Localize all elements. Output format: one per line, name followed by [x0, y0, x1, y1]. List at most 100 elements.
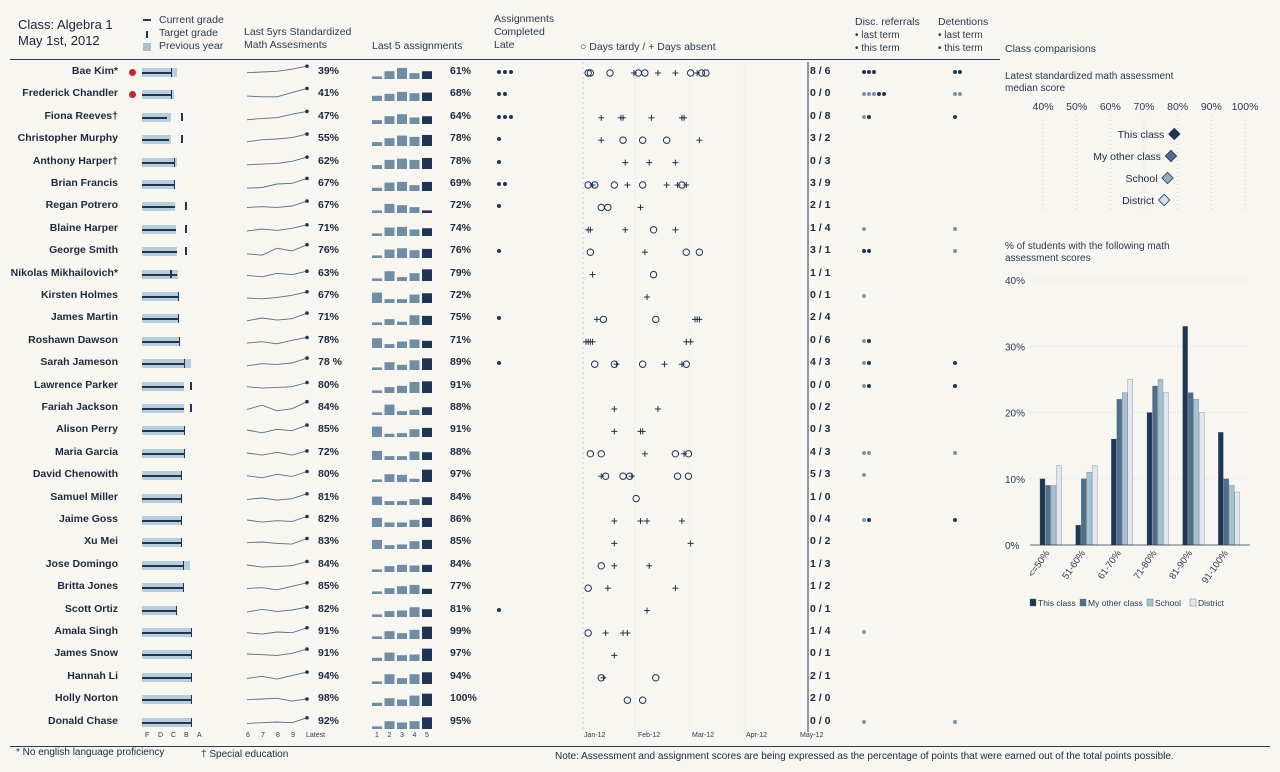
assignment-score: 97% — [450, 647, 472, 660]
detentions-this-term: • this term — [938, 43, 983, 54]
assignment-bar — [384, 115, 395, 124]
median-marker — [1157, 193, 1171, 207]
current-grade-bar — [142, 721, 191, 724]
referral-dot — [862, 361, 866, 366]
late-assignment-dot — [497, 204, 501, 209]
referral-dot — [953, 226, 957, 231]
detentions-last-term: • last term — [938, 30, 983, 41]
referral-dot — [862, 473, 866, 478]
standardized-sparkline — [246, 559, 309, 568]
assignment-bar — [384, 182, 395, 191]
student-name: Regan Potrero — [45, 199, 118, 212]
late-assignment-dot — [497, 114, 501, 119]
assignment-bars — [372, 226, 432, 236]
assignment-bar — [422, 92, 432, 102]
sparkline-path — [246, 224, 308, 232]
assignment-bar — [397, 475, 407, 483]
histogram-bar — [1086, 471, 1092, 546]
assignment-bar — [372, 255, 382, 259]
target-grade-marker — [180, 471, 182, 481]
tardy-mark — [610, 181, 619, 189]
assignment-bar — [384, 500, 395, 505]
tardy-mark — [684, 472, 693, 480]
target-grade-marker — [191, 717, 192, 727]
histogram-bar — [1182, 326, 1188, 546]
tardy-mark — [673, 472, 682, 480]
assignment-bar — [372, 613, 382, 617]
assignment-bar — [384, 404, 395, 415]
tardy-absent-count: 3 / 9 — [810, 177, 831, 189]
standardized-score: 82% — [318, 602, 340, 615]
sparkline-path — [246, 492, 308, 501]
sparkline-latest-point — [305, 290, 309, 294]
standardized-score: 67% — [318, 199, 340, 212]
referral-dot — [953, 114, 957, 119]
standardized-sparkline — [246, 290, 309, 300]
assignment-bar — [422, 517, 432, 527]
tardy-absent-count: 2 / 0 — [810, 692, 831, 705]
standardized-score: 85% — [318, 423, 340, 436]
median-row-label: My other class — [1093, 151, 1161, 163]
student-name: Nikolas Mikhailovich* — [10, 266, 118, 279]
histogram-bar — [1081, 478, 1087, 546]
student-name: Fariah Jackson — [41, 401, 118, 413]
histogram-legend-label: District — [1198, 598, 1225, 608]
sparkline-latest-point — [305, 380, 309, 384]
footnote-special-education: † Special education — [201, 749, 289, 760]
assignment-bar — [384, 434, 395, 438]
assignment-bar — [384, 299, 395, 303]
assignment-bar — [372, 292, 382, 303]
standardized-sparkline — [246, 222, 309, 232]
assignment-bar — [384, 386, 395, 393]
standardized-sparkline — [246, 469, 309, 479]
current-grade-bar — [142, 475, 181, 478]
standardized-sparkline — [246, 491, 309, 501]
referral-dot — [953, 450, 957, 455]
sparkline-path — [246, 244, 308, 256]
assignment-bar — [409, 315, 420, 326]
assignment-bar — [384, 204, 395, 214]
legend-target-grade: Target grade — [159, 27, 218, 39]
date-axis-tick: Mar-12 — [692, 732, 715, 739]
referral-dot — [953, 518, 957, 522]
assignment-bar — [422, 380, 432, 393]
assignment-bar — [422, 428, 432, 438]
referral-dot — [867, 361, 871, 366]
histogram-legend-swatch — [1029, 598, 1037, 607]
tardy-mark — [697, 69, 706, 77]
sparkline-latest-point — [305, 154, 309, 159]
sparkline-latest-point — [305, 199, 309, 204]
sparkline-path — [246, 291, 308, 300]
assignment-bar — [422, 340, 432, 348]
assignment-bar — [409, 73, 420, 79]
median-axis-tick: 60% — [1100, 101, 1121, 113]
histogram-bar — [1056, 465, 1062, 546]
tardy-absent-count: 0 / 8 — [810, 109, 831, 122]
class-title: Class: Algebra 1 — [18, 17, 113, 32]
standardized-score: 41% — [318, 87, 340, 100]
sparkline-latest-point — [305, 514, 309, 519]
student-name: Kirsten Holmes — [40, 289, 118, 301]
target-grade-marker — [178, 292, 180, 301]
assignment-bar — [422, 115, 432, 124]
assignment-bar — [422, 210, 432, 214]
spark-axis-tick: 9 — [291, 732, 295, 739]
standardized-sparkline — [246, 715, 309, 724]
sparkline-latest-point — [305, 491, 309, 496]
student-name: Anthony Harper† — [32, 154, 118, 167]
tardy-absent-count: 2 / 1 — [810, 669, 831, 682]
footer-divider — [10, 746, 1270, 747]
assignment-bars — [372, 496, 432, 505]
grade-axis-tick: C — [171, 732, 177, 739]
current-grade-bar — [142, 273, 177, 276]
tardy-absent-count: 0 / 3 — [810, 154, 831, 167]
tardy-absent-count: 1 / 2 — [810, 580, 831, 593]
assignment-bar — [409, 229, 420, 236]
sparkline-path — [246, 560, 308, 568]
referral-dot — [953, 719, 957, 724]
assignment-bar — [372, 164, 382, 169]
assignment-bar — [384, 249, 395, 259]
assignment-bar — [409, 117, 420, 124]
current-grade-bar — [142, 676, 191, 679]
referral-dot — [867, 249, 871, 254]
